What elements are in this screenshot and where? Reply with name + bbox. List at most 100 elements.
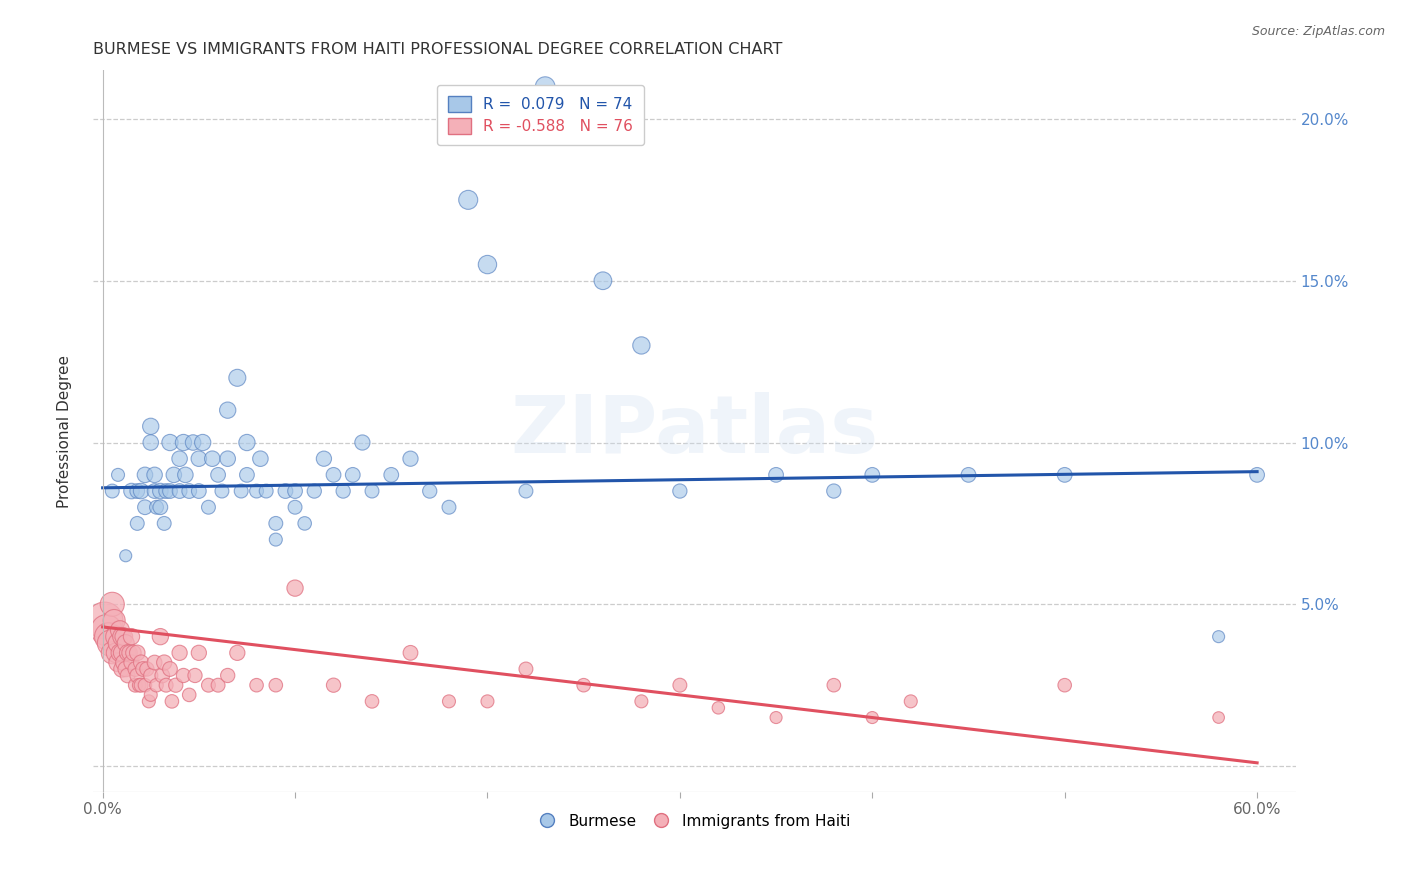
Point: [114, 636, 136, 650]
Point: [823, 678, 845, 692]
Point: [96, 623, 118, 637]
Point: [515, 484, 537, 499]
Legend: Burmese, Immigrants from Haiti: Burmese, Immigrants from Haiti: [531, 807, 856, 835]
Point: [191, 435, 214, 450]
Point: [1053, 467, 1076, 482]
Point: [165, 678, 187, 692]
Point: [169, 451, 191, 466]
Point: [294, 516, 316, 531]
Point: [155, 484, 177, 499]
Point: [322, 678, 344, 692]
Point: [117, 646, 139, 660]
Point: [174, 467, 197, 482]
Point: [103, 614, 125, 628]
Point: [145, 500, 167, 515]
Point: [122, 646, 145, 660]
Point: [149, 500, 172, 515]
Point: [211, 484, 233, 499]
Point: [155, 678, 177, 692]
Point: [149, 630, 172, 644]
Point: [572, 678, 595, 692]
Point: [111, 646, 134, 660]
Point: [254, 484, 277, 499]
Text: Source: ZipAtlas.com: Source: ZipAtlas.com: [1251, 25, 1385, 38]
Point: [107, 636, 129, 650]
Point: [236, 435, 259, 450]
Point: [129, 656, 152, 670]
Point: [111, 662, 134, 676]
Point: [477, 694, 499, 708]
Point: [399, 451, 422, 466]
Point: [312, 451, 335, 466]
Point: [153, 656, 176, 670]
Point: [860, 467, 883, 482]
Point: [900, 694, 922, 708]
Point: [249, 451, 271, 466]
Point: [669, 678, 692, 692]
Point: [284, 484, 307, 499]
Point: [515, 662, 537, 676]
Point: [150, 668, 173, 682]
Point: [187, 646, 209, 660]
Point: [114, 662, 136, 676]
Point: [108, 646, 131, 660]
Point: [630, 694, 652, 708]
Point: [97, 630, 120, 644]
Point: [121, 656, 143, 670]
Point: [124, 662, 146, 676]
Point: [108, 623, 131, 637]
Point: [139, 688, 162, 702]
Point: [101, 646, 124, 660]
Point: [264, 533, 287, 547]
Point: [128, 678, 150, 692]
Point: [127, 646, 149, 660]
Point: [231, 484, 253, 499]
Point: [132, 662, 155, 676]
Point: [179, 484, 201, 499]
Point: [419, 484, 441, 499]
Point: [236, 467, 259, 482]
Point: [143, 484, 166, 499]
Point: [169, 646, 191, 660]
Point: [630, 338, 652, 352]
Point: [135, 662, 157, 676]
Point: [860, 710, 883, 724]
Point: [304, 484, 326, 499]
Point: [139, 435, 162, 450]
Point: [112, 656, 135, 670]
Point: [149, 484, 172, 499]
Point: [765, 467, 787, 482]
Point: [138, 694, 160, 708]
Point: [139, 668, 162, 682]
Point: [172, 435, 194, 450]
Point: [264, 678, 287, 692]
Point: [112, 630, 135, 644]
Point: [245, 484, 267, 499]
Point: [217, 451, 239, 466]
Point: [129, 678, 152, 692]
Point: [107, 656, 129, 670]
Point: [163, 467, 186, 482]
Point: [957, 467, 980, 482]
Point: [1053, 678, 1076, 692]
Point: [111, 630, 134, 644]
Point: [226, 371, 249, 385]
Point: [143, 656, 166, 670]
Point: [129, 484, 152, 499]
Point: [437, 694, 460, 708]
Point: [322, 467, 344, 482]
Text: ZIPatlas: ZIPatlas: [510, 392, 879, 470]
Point: [361, 694, 384, 708]
Point: [201, 451, 224, 466]
Point: [284, 500, 307, 515]
Point: [159, 435, 181, 450]
Point: [159, 484, 181, 499]
Point: [105, 646, 128, 660]
Point: [1246, 467, 1268, 482]
Point: [592, 274, 614, 288]
Point: [669, 484, 692, 499]
Point: [707, 701, 730, 715]
Point: [153, 516, 176, 531]
Point: [172, 668, 194, 682]
Point: [143, 467, 166, 482]
